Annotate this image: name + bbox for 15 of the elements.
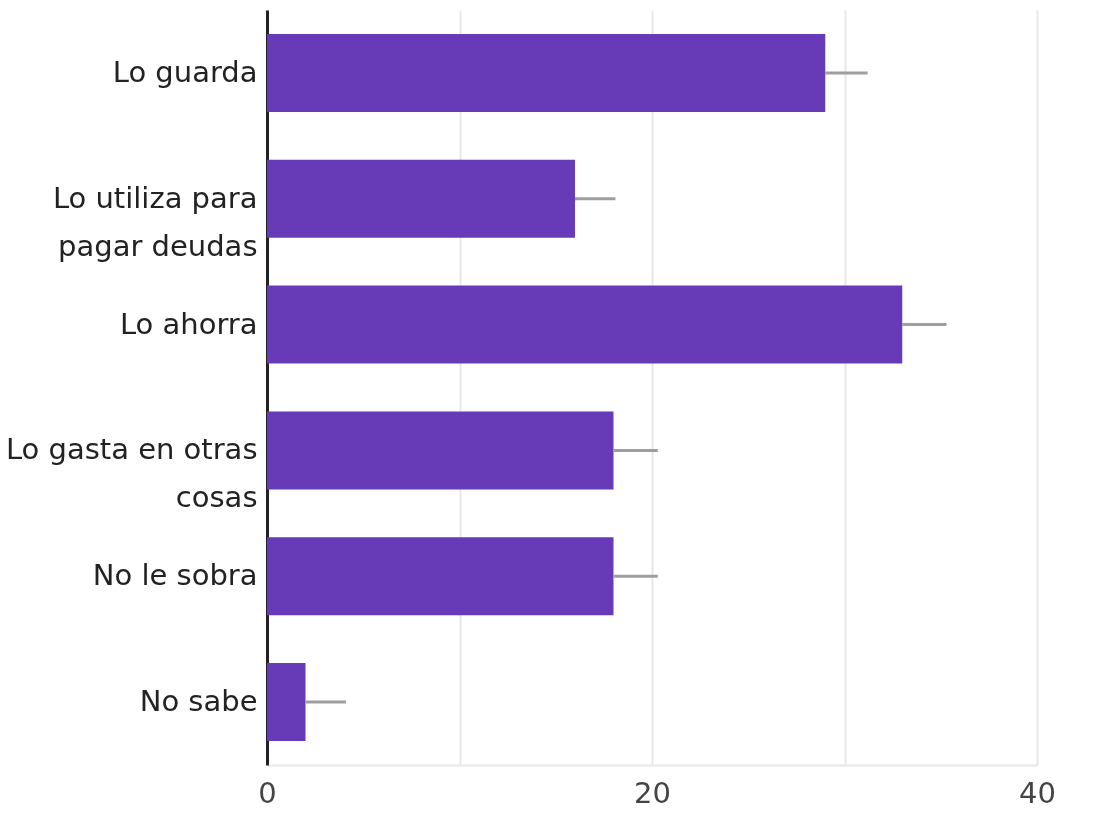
y-tick-label: Lo utiliza para pagar deudas [52, 180, 258, 263]
x-tick-label: 20 [634, 775, 671, 810]
y-tick-label: Lo guarda [112, 54, 258, 89]
y-tick-label: No le sobra [92, 558, 258, 593]
bar [267, 159, 575, 238]
bar [267, 537, 614, 616]
bar [267, 33, 826, 112]
y-tick-label: No sabe [139, 684, 258, 719]
bar [267, 411, 614, 490]
bar [267, 285, 903, 364]
y-tick-label: Lo gasta en otras cosas [5, 432, 258, 515]
bar [267, 663, 306, 742]
x-tick-label: 0 [258, 775, 277, 810]
y-tick-label: Lo ahorra [119, 306, 258, 341]
x-tick-label: 40 [1019, 775, 1056, 810]
